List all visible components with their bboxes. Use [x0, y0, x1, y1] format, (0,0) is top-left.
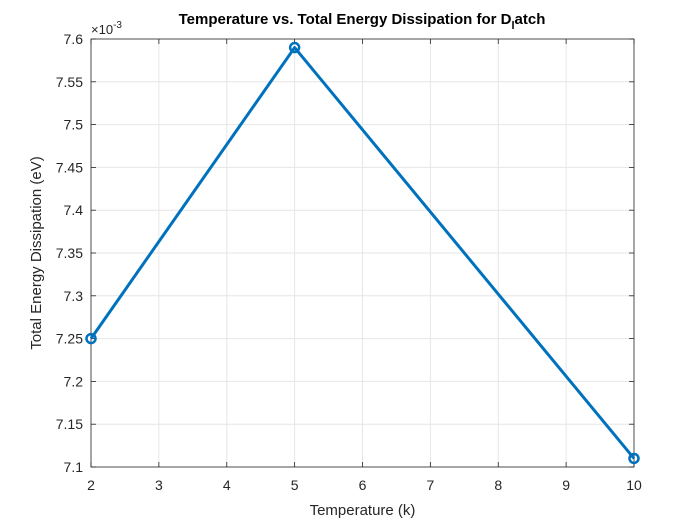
title-suffix: atch — [515, 11, 546, 28]
x-tick-label: 7 — [426, 477, 434, 493]
y-tick-label: 7.35 — [56, 245, 83, 261]
x-tick-label: 5 — [291, 477, 299, 493]
x-tick-label: 9 — [562, 477, 570, 493]
x-tick-label: 10 — [626, 477, 642, 493]
data-point — [288, 41, 301, 54]
data-point — [85, 332, 97, 345]
y-tick-label: 7.25 — [56, 331, 83, 347]
data-point — [628, 452, 640, 465]
y-tick-label: 7.45 — [56, 159, 83, 175]
grid — [90, 38, 635, 468]
x-tick-label: 4 — [223, 477, 231, 493]
y-tick-label: 7.6 — [64, 31, 84, 47]
x-axis-label: Temperature (k) — [310, 502, 416, 519]
y-tick-label: 7.55 — [56, 74, 83, 90]
title-subscript: l — [511, 20, 514, 32]
y-tick-label: 7.2 — [64, 373, 84, 389]
y-tick-label: 7.3 — [64, 288, 84, 304]
x-ticks: 2 3 4 5 6 7 8 9 10 — [87, 39, 642, 493]
y-exponent-power: -3 — [113, 20, 122, 31]
y-tick-label: 7.1 — [64, 459, 84, 475]
x-tick-label: 6 — [359, 477, 367, 493]
y-ticks: 7.1 7.15 7.2 7.25 7.3 7.35 7.4 7.45 7.5 7.55 7.6 — [56, 31, 634, 475]
series-group — [85, 41, 640, 465]
x-tick-label: 8 — [494, 477, 502, 493]
y-tick-label: 7.15 — [56, 416, 83, 432]
y-tick-label: 7.5 — [64, 117, 84, 133]
y-axis-label: Total Energy Dissipation (eV) — [28, 156, 45, 349]
series-line — [89, 46, 636, 460]
y-exponent-label: ×10-3 — [91, 20, 122, 37]
chart-title: Temperature vs. Total Energy Dissipation… — [179, 11, 546, 32]
x-tick-label: 3 — [155, 477, 163, 493]
x-tick-label: 2 — [87, 477, 95, 493]
y-tick-label: 7.4 — [64, 202, 84, 218]
